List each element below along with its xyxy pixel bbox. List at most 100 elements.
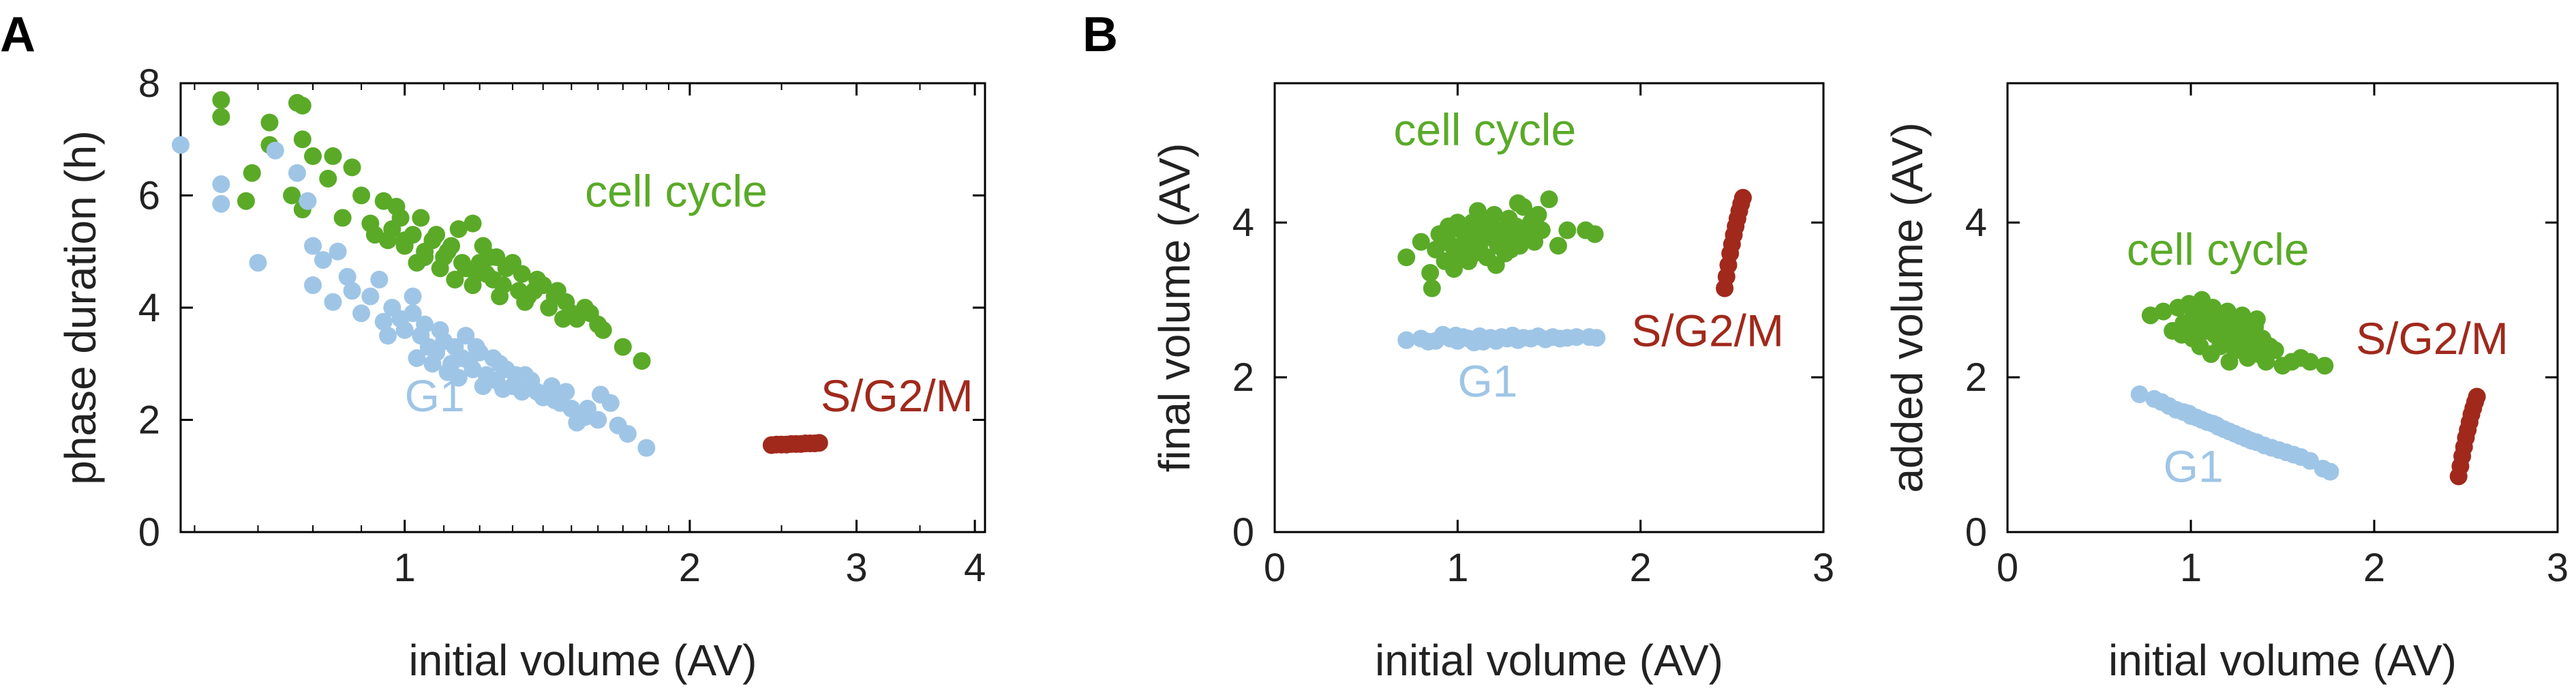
data-point [1549, 237, 1567, 255]
y-tick-label: 2 [138, 398, 160, 443]
data-point [2180, 405, 2198, 423]
data-point [266, 141, 284, 160]
data-point [613, 338, 632, 356]
data-point [408, 254, 426, 272]
data-point [391, 310, 410, 328]
data-point [2468, 387, 2486, 406]
data-point [594, 321, 612, 339]
series-g1 [172, 136, 656, 457]
data-point [237, 192, 255, 210]
data-point [416, 315, 434, 334]
x-tick-label: 3 [2547, 546, 2569, 590]
x-tick-label: 2 [679, 546, 701, 590]
x-tick-label: 0 [1997, 546, 2018, 590]
chart-1: 1 2 3 4 0 2 4 6 8 initial volume (AV) phase durati… [56, 61, 986, 685]
data-point [212, 108, 230, 126]
annotation-sg2m: S/G2/M [2356, 313, 2509, 364]
data-point [1494, 225, 1513, 244]
data-point [449, 220, 468, 238]
data-point [431, 259, 449, 278]
data-point [343, 158, 361, 177]
data-point [474, 377, 492, 396]
data-point [324, 147, 342, 165]
series-sg2m [1716, 188, 1752, 297]
plots-group: 1 2 3 4 0 2 4 6 8 initial volume (AV) phase durati… [56, 61, 2569, 685]
data-point [1567, 328, 1586, 347]
data-point [494, 380, 512, 398]
data-point [1397, 331, 1416, 349]
data-point [319, 169, 337, 188]
data-point [304, 276, 322, 295]
data-point [2316, 357, 2334, 375]
y-tick-label: 2 [1965, 355, 1987, 400]
annotation-cell_cycle: cell cycle [585, 166, 768, 216]
data-point [1419, 332, 1438, 351]
data-point [2204, 299, 2222, 317]
data-point [464, 214, 482, 233]
y-tick-label: 2 [1232, 355, 1254, 400]
data-point [2185, 318, 2204, 336]
data-point [431, 321, 449, 339]
data-point [2218, 302, 2237, 321]
data-point [2301, 353, 2319, 371]
data-point [1586, 225, 1604, 244]
data-point [352, 304, 371, 323]
data-point [2130, 385, 2149, 404]
y-tick-label: 4 [1232, 201, 1254, 245]
series-g1 [1397, 325, 1606, 352]
annotation-cell_cycle: cell cycle [2127, 224, 2309, 275]
data-point [1479, 214, 1498, 232]
y-tick-label: 6 [138, 174, 160, 218]
y-tick-label: 0 [138, 510, 160, 555]
data-point [333, 209, 352, 227]
data-point [1474, 332, 1492, 351]
data-point [633, 352, 651, 370]
data-point [299, 192, 317, 210]
series-cell_cycle [212, 91, 651, 370]
panel-label-b: B [1082, 8, 1118, 62]
data-point [404, 287, 422, 306]
data-point [637, 439, 656, 457]
data-point [592, 385, 610, 404]
data-point [1465, 244, 1483, 263]
data-point [1509, 194, 1527, 212]
data-point [329, 242, 347, 261]
data-point [2321, 462, 2339, 481]
data-point [423, 231, 442, 250]
data-point [589, 411, 607, 429]
plot-frame [1273, 82, 1825, 533]
x-tick-label: 2 [2363, 546, 2385, 590]
data-point [1423, 279, 1441, 297]
data-point [438, 242, 457, 261]
y-tick-label: 0 [1965, 510, 1987, 555]
data-point [578, 400, 596, 418]
data-point [293, 130, 312, 149]
data-point [387, 197, 406, 216]
data-point [506, 366, 525, 384]
annotation-g1: G1 [2164, 441, 2224, 491]
data-point [423, 355, 442, 373]
data-point [374, 312, 393, 331]
series-g1 [2130, 385, 2339, 481]
data-point [1457, 217, 1476, 235]
y-axis-label: added volume (AV) [1883, 122, 1932, 492]
data-point [457, 327, 475, 345]
data-point [1421, 263, 1440, 282]
data-point [1733, 188, 1752, 207]
x-tick-label: 3 [845, 546, 867, 590]
data-point [525, 282, 543, 300]
data-point [2154, 302, 2172, 321]
data-point [557, 383, 575, 401]
x-tick-label: 1 [394, 546, 416, 590]
data-point [810, 434, 828, 452]
data-point [484, 270, 502, 289]
annotation-g1: G1 [405, 370, 465, 421]
series-sg2m [2449, 387, 2486, 486]
data-point [1540, 190, 1558, 209]
data-point [2255, 334, 2273, 352]
y-axis-label: phase duration (h) [56, 130, 105, 484]
data-point [412, 209, 430, 227]
x-tick-label: 4 [964, 546, 986, 590]
data-point [283, 186, 301, 205]
